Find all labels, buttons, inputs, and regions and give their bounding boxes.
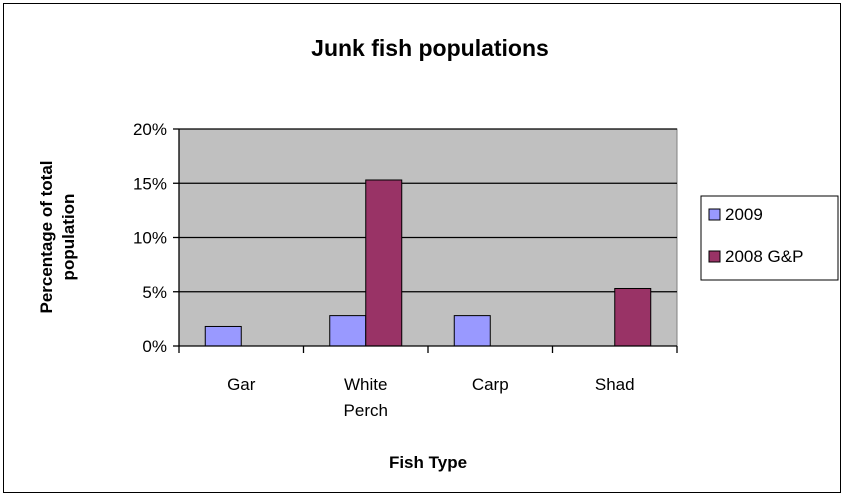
y-tick-label: 10%	[133, 229, 167, 248]
bar-2008-g-p-white-perch	[365, 179, 403, 347]
bar-2008-g-p-shad	[614, 287, 652, 347]
y-tick-label: 0%	[142, 337, 167, 356]
y-tick-label: 5%	[142, 283, 167, 302]
x-tick-label: Carp	[472, 375, 509, 394]
legend-swatch	[708, 208, 721, 221]
chart-title: Junk fish populations	[311, 35, 549, 61]
bar-2009-gar	[204, 325, 242, 347]
x-axis-title: Fish Type	[389, 453, 467, 472]
y-axis-title: Percentage of total population	[37, 160, 78, 313]
y-tick-label: 15%	[133, 174, 167, 193]
legend-label: 2009	[725, 205, 763, 224]
legend-swatch	[708, 250, 721, 263]
bar-2009-carp	[453, 315, 491, 347]
y-tick-label: 20%	[133, 120, 167, 139]
bar-2009-white-perch	[329, 315, 367, 347]
x-tick-label: White Perch	[344, 375, 388, 420]
legend-box	[700, 195, 839, 281]
x-tick-label: Gar	[227, 375, 256, 394]
x-tick-label: Shad	[595, 375, 635, 394]
legend-label: 2008 G&P	[725, 247, 803, 266]
